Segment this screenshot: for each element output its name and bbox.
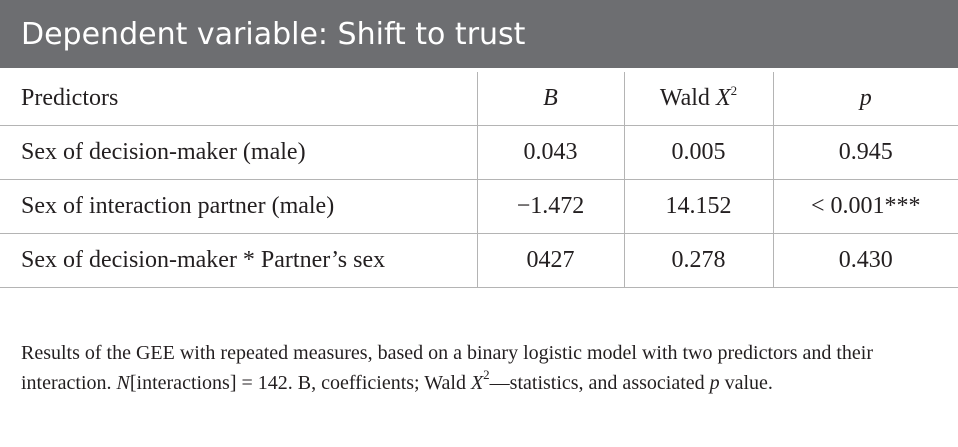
footnote-text-3: —statistics, and associated [489, 372, 710, 394]
row-p: 0.945 [772, 125, 958, 180]
header-wald-label: Wald X [659, 85, 731, 111]
footnote-n-symbol: N [116, 372, 130, 394]
row-b: 0427 [476, 233, 625, 288]
results-table: Predictors B Wald X2 p Sex of decision-m… [0, 72, 958, 288]
row-b: 0.043 [476, 125, 625, 180]
row-predictor: Sex of interaction partner (male) [0, 179, 478, 234]
row-b: −1.472 [476, 179, 625, 234]
table-title-text: Dependent variable: Shift to trust [21, 16, 526, 52]
header-p: p [772, 72, 958, 126]
row-wald: 14.152 [623, 179, 774, 234]
header-b: B [476, 72, 625, 126]
row-wald: 0.278 [623, 233, 774, 288]
row-wald: 0.005 [623, 125, 774, 180]
footnote-text-1: Results of the GEE with repeated measure… [21, 342, 874, 394]
footnote-x-symbol: X [470, 372, 484, 394]
table-row: Sex of decision-maker * Partner’s sex 04… [0, 233, 958, 288]
table-footnote: Results of the GEE with repeated measure… [21, 338, 941, 398]
footnote-text-2: [interactions] = 142. B, coefficients; W… [129, 372, 471, 394]
header-wald: Wald X2 [623, 72, 774, 126]
header-wald-sup: 2 [730, 83, 738, 98]
footnote-p-symbol: p [709, 372, 720, 394]
row-p: 0.430 [772, 233, 958, 288]
table-header-row: Predictors B Wald X2 p [0, 72, 958, 126]
header-predictors: Predictors [0, 72, 478, 126]
table-title: Dependent variable: Shift to trust [0, 0, 958, 68]
footnote-text-4: value. [719, 372, 773, 394]
row-predictor: Sex of decision-maker (male) [0, 125, 478, 180]
table-row: Sex of interaction partner (male) −1.472… [0, 179, 958, 234]
table-row: Sex of decision-maker (male) 0.043 0.005… [0, 125, 958, 180]
footnote-x-sup: 2 [483, 367, 490, 382]
row-predictor: Sex of decision-maker * Partner’s sex [0, 233, 478, 288]
row-p: < 0.001*** [772, 179, 958, 234]
